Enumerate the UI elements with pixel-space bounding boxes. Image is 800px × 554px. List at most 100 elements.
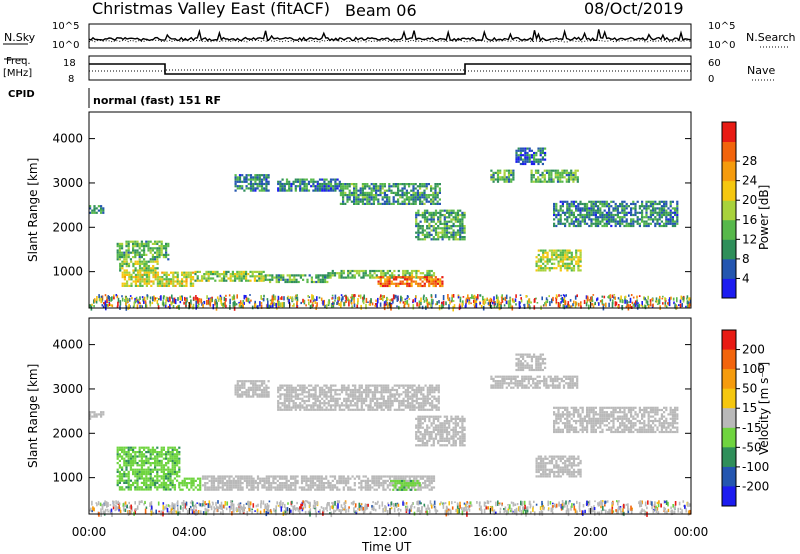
heatmap-cell (351, 391, 355, 394)
heatmap-cell (317, 276, 320, 279)
noise-cell (452, 305, 454, 312)
heatmap-cell (129, 457, 132, 460)
heatmap-cell (316, 408, 319, 411)
heatmap-cell (394, 183, 397, 186)
heatmap-cell (432, 225, 435, 228)
noise-cell (588, 304, 590, 310)
heatmap-cell (141, 280, 144, 283)
heatmap-cell (145, 488, 148, 491)
heatmap-cell (293, 276, 296, 279)
heatmap-cell (256, 174, 259, 177)
heatmap-cell (674, 224, 677, 228)
heatmap-cell (303, 386, 306, 389)
heatmap-cell (654, 216, 657, 219)
heatmap-cell (136, 245, 139, 248)
noise-cell (143, 300, 145, 304)
heatmap-cell (223, 277, 226, 280)
heatmap-cell (364, 272, 367, 275)
heatmap-cell (154, 247, 157, 250)
heatmap-cell (542, 251, 545, 254)
heatmap-cell (334, 185, 337, 188)
heatmap-cell (647, 218, 650, 221)
heatmap-cell (445, 216, 449, 219)
heatmap-cell (288, 408, 291, 411)
heatmap-cell (408, 191, 411, 194)
heatmap-cell (283, 189, 286, 192)
heatmap-cell (140, 464, 143, 467)
noise-cell (225, 294, 227, 297)
noise-cell (533, 305, 536, 310)
heatmap-cell (561, 249, 565, 252)
heatmap-cell (311, 484, 315, 487)
heatmap-cell (261, 479, 264, 482)
heatmap-cell (265, 482, 268, 485)
noise-cell (557, 302, 560, 308)
heatmap-cell (245, 279, 248, 282)
heatmap-cell (160, 242, 163, 245)
heatmap-cell (594, 218, 597, 221)
heatmap-cell (645, 209, 648, 212)
heatmap-cell (392, 278, 396, 281)
heatmap-cell (325, 408, 328, 411)
heatmap-cell (368, 202, 371, 205)
noise-cell (353, 294, 355, 300)
heatmap-cell (386, 479, 389, 482)
heatmap-cell (574, 169, 577, 172)
heatmap-cell (299, 185, 302, 188)
heatmap-cell (360, 486, 363, 489)
heatmap-cell (156, 481, 159, 484)
heatmap-cell (127, 249, 130, 252)
heatmap-cell (656, 220, 659, 223)
heatmap-cell (145, 457, 148, 460)
heatmap-cell (312, 182, 315, 186)
heatmap-cell (329, 185, 333, 188)
noise-cell (340, 304, 342, 308)
noise-cell (686, 297, 688, 300)
heatmap-cell (325, 395, 328, 398)
heatmap-cell (439, 227, 442, 230)
heatmap-cell (258, 388, 261, 392)
heatmap-cell (355, 202, 358, 205)
noise-cell (473, 299, 475, 303)
heatmap-cell (285, 386, 289, 389)
heatmap-cell (421, 216, 424, 219)
heatmap-cell (559, 216, 562, 219)
noise-cell (613, 294, 616, 296)
heatmap-cell (262, 277, 265, 280)
heatmap-cell (388, 475, 392, 478)
heatmap-cell (568, 222, 571, 225)
heatmap-cell (125, 473, 128, 476)
heatmap-cell (241, 174, 244, 177)
heatmap-cell (570, 213, 573, 217)
noise-cell (167, 297, 169, 302)
heatmap-cell (454, 220, 457, 223)
heatmap-cell (348, 183, 351, 186)
heatmap-cell (121, 282, 124, 285)
heatmap-cell (434, 194, 437, 197)
noise-cell (668, 299, 670, 302)
heatmap-cell (388, 185, 391, 188)
heatmap-cell (329, 178, 333, 181)
heatmap-cell (579, 258, 582, 261)
noise-cell (346, 296, 349, 300)
heatmap-cell (572, 178, 575, 181)
noise-cell (432, 299, 434, 305)
heatmap-cell (134, 459, 137, 462)
heatmap-cell (439, 216, 442, 219)
heatmap-cell (588, 224, 591, 228)
noise-cell (308, 301, 310, 306)
heatmap-cell (241, 386, 244, 389)
heatmap-cell (652, 211, 655, 214)
heatmap-cell (241, 482, 244, 485)
heatmap-cell (372, 189, 375, 192)
heatmap-cell (254, 388, 257, 392)
heatmap-cell (118, 253, 121, 256)
heatmap-cell (544, 256, 547, 259)
noise-cell (270, 305, 272, 309)
heatmap-cell (572, 171, 575, 174)
heatmap-cell (247, 187, 250, 190)
noise-cell (305, 304, 307, 307)
heatmap-cell (416, 185, 419, 188)
heatmap-cell (89, 417, 92, 420)
heatmap-cell (641, 209, 644, 212)
